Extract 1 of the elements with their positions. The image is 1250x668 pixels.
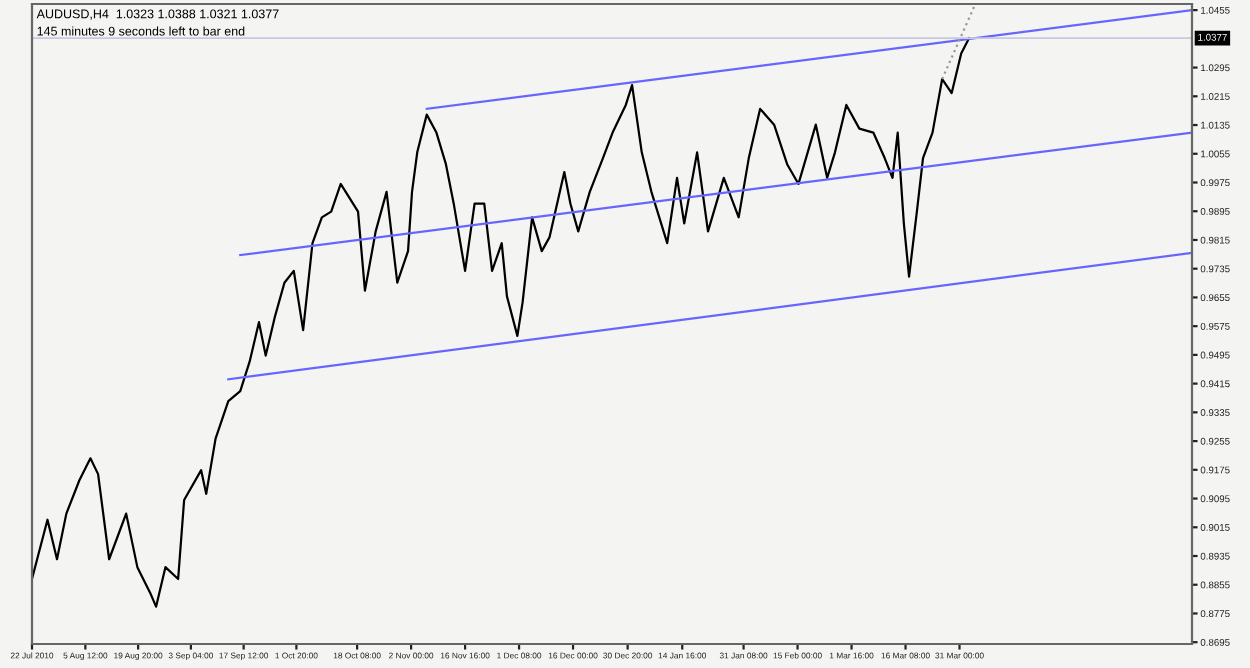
line-series <box>32 37 971 608</box>
